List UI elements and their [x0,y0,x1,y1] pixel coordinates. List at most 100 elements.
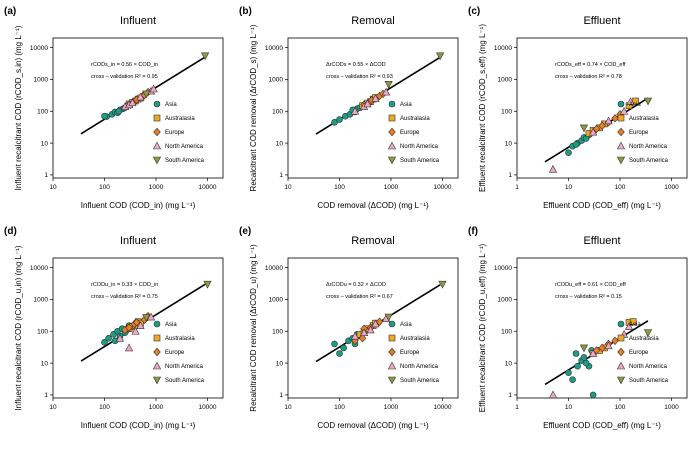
y-axis-label: Influent recalcitrant COD (rCOD_s,in) (m… [14,25,23,190]
data-point [632,97,639,105]
y-tick-label: 10 [505,360,513,367]
x-tick-label: 10000 [198,184,216,191]
fit-cv: cross – validation R² = 0.78 [555,74,622,80]
x-tick-label: 100 [334,404,345,411]
x-tick-label: 10000 [198,404,216,411]
legend-marker [153,127,161,137]
y-tick-label: 10 [41,140,49,147]
y-axis-label: Effluent recalcitrant COD (rCOD_u,eff) (… [478,243,487,412]
data-point [629,318,637,325]
y-axis-label: Effluent recalcitrant COD (rCOD_s,eff) (… [478,24,487,192]
legend-marker [617,347,625,357]
legend-label: South America [400,158,440,164]
panel-letter: (f) [468,226,478,237]
legend-label: Australasia [400,116,430,122]
x-tick-label: 1000 [664,184,679,191]
x-tick-label: 1000 [149,404,164,411]
legend-label: Europe [400,130,420,136]
x-tick-label: 1000 [384,184,399,191]
data-point [125,323,133,332]
y-tick-label: 10000 [494,265,512,272]
legend-label: South America [400,378,440,384]
x-axis-label: Influent COD (COD_in) (mg L⁻¹) [81,201,196,210]
fit-cv: cross – validation R² = 0.75 [91,294,158,300]
x-tick-label: 100 [334,184,345,191]
y-tick-label: 1 [279,172,283,179]
data-point [375,317,384,326]
panel-letter: (c) [468,6,480,17]
chart-panel: (f) Effluent 1 10 100 1000 1 10 100 1000 10000 Effl… [468,226,688,430]
legend-marker [387,376,397,385]
y-tick-label: 1000 [269,297,284,304]
legend-marker [617,334,625,342]
data-point [565,149,572,156]
data-point [203,280,212,289]
y-tick-label: 1000 [34,77,49,84]
data-point [358,334,367,343]
legend-marker [153,334,161,342]
chart-title: Removal [351,15,394,27]
fit-equation: ΔrCODs = 0.55 × ΔCOD [326,62,386,68]
y-tick-label: 1 [508,172,512,179]
plot-frame [516,37,688,179]
legend-label: North America [629,144,668,150]
data-point [149,84,158,93]
y-tick-label: 1000 [269,77,284,84]
y-axis-label: Recalcitrant COD removal (ΔrCOD_u) (mg L… [249,244,258,412]
plot-frame [516,257,688,399]
data-point [624,322,634,330]
x-tick-label: 1000 [664,404,679,411]
y-tick-label: 10000 [265,45,283,52]
data-point [574,362,581,370]
x-axis-label: COD removal (ΔCOD) (mg L⁻¹) [317,201,429,210]
legend-marker [387,141,397,150]
data-point [128,98,137,107]
data-point [548,164,558,173]
legend-marker [387,156,397,165]
data-point [604,341,613,350]
y-tick-label: 10000 [30,45,48,52]
legend-label: Europe [165,350,185,356]
legend-marker [617,100,625,108]
y-tick-label: 10 [41,360,49,367]
legend-label: Asia [400,102,412,108]
legend-label: Asia [165,102,177,108]
legend-label: Australasia [629,116,659,122]
x-tick-label: 10 [284,184,292,191]
y-tick-label: 1 [279,392,283,399]
panel-letter: (b) [239,6,252,17]
legend-label: Asia [165,322,177,328]
x-tick-label: 10 [49,184,57,191]
fit-equation: rCODs_in = 0.56 × COD_in [91,62,158,68]
data-point [611,336,619,346]
legend-marker [388,334,396,342]
chart-title: Removal [351,235,394,247]
data-point [579,344,589,353]
legend-marker [153,100,161,108]
chart-title: Influent [120,235,156,247]
y-tick-label: 10 [276,140,284,147]
legend-marker [152,376,162,385]
data-point [132,318,141,327]
x-tick-label: 10 [565,184,573,191]
y-tick-label: 1 [508,392,512,399]
fit-equation: rCODu_eff = 0.61 × COD_eff [555,282,626,288]
chart-title: Effluent [583,235,620,247]
data-point [142,314,151,322]
data-point [582,359,590,367]
x-tick-label: 1 [515,184,519,191]
legend-marker [388,320,396,328]
fit-equation: rCODu_in = 0.33 × COD_in [91,282,158,288]
data-point [384,313,393,322]
legend-marker [153,347,161,357]
plot-frame [287,37,459,179]
legend-marker [388,127,396,137]
legend-marker [153,114,161,122]
data-point [371,319,380,328]
data-point [142,90,151,99]
data-point [366,325,375,334]
legend-label: South America [629,378,669,384]
x-axis-label: Effluent COD (COD_eff) (mg L⁻¹) [543,201,661,210]
chart-panel: (c) Effluent 1 10 100 1000 1 10 100 1000 10000 Effl… [468,6,688,210]
